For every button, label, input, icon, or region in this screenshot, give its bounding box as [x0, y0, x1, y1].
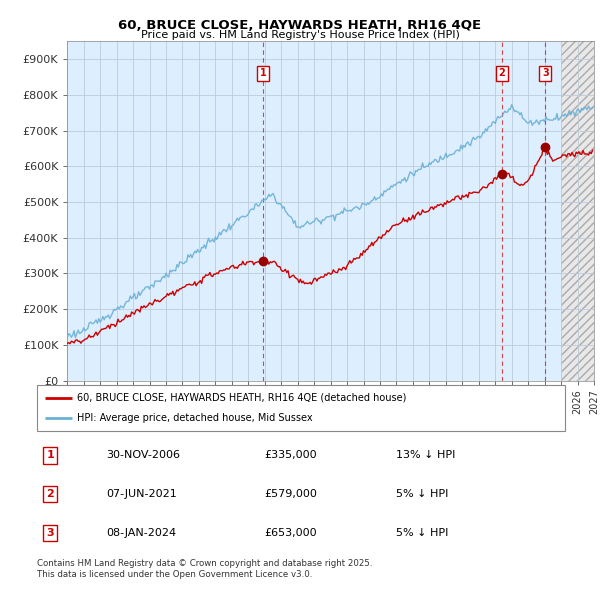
Text: 60, BRUCE CLOSE, HAYWARDS HEATH, RH16 4QE: 60, BRUCE CLOSE, HAYWARDS HEATH, RH16 4Q… [118, 19, 482, 32]
Text: £335,000: £335,000 [264, 450, 317, 460]
Text: Contains HM Land Registry data © Crown copyright and database right 2025.
This d: Contains HM Land Registry data © Crown c… [37, 559, 373, 579]
Text: 5% ↓ HPI: 5% ↓ HPI [396, 489, 449, 499]
Text: 08-JAN-2024: 08-JAN-2024 [106, 528, 176, 538]
Text: 30-NOV-2006: 30-NOV-2006 [106, 450, 180, 460]
Text: 1: 1 [260, 68, 267, 78]
Text: Price paid vs. HM Land Registry's House Price Index (HPI): Price paid vs. HM Land Registry's House … [140, 30, 460, 40]
Text: 1: 1 [47, 450, 54, 460]
Text: £653,000: £653,000 [264, 528, 317, 538]
Text: 13% ↓ HPI: 13% ↓ HPI [396, 450, 455, 460]
Text: 3: 3 [542, 68, 548, 78]
Text: 3: 3 [47, 528, 54, 538]
Text: HPI: Average price, detached house, Mid Sussex: HPI: Average price, detached house, Mid … [77, 413, 313, 423]
FancyBboxPatch shape [37, 385, 565, 431]
Text: 2: 2 [47, 489, 54, 499]
Text: 07-JUN-2021: 07-JUN-2021 [106, 489, 176, 499]
Text: 5% ↓ HPI: 5% ↓ HPI [396, 528, 449, 538]
Text: £579,000: £579,000 [264, 489, 317, 499]
Text: 2: 2 [499, 68, 505, 78]
Text: 60, BRUCE CLOSE, HAYWARDS HEATH, RH16 4QE (detached house): 60, BRUCE CLOSE, HAYWARDS HEATH, RH16 4Q… [77, 392, 406, 402]
